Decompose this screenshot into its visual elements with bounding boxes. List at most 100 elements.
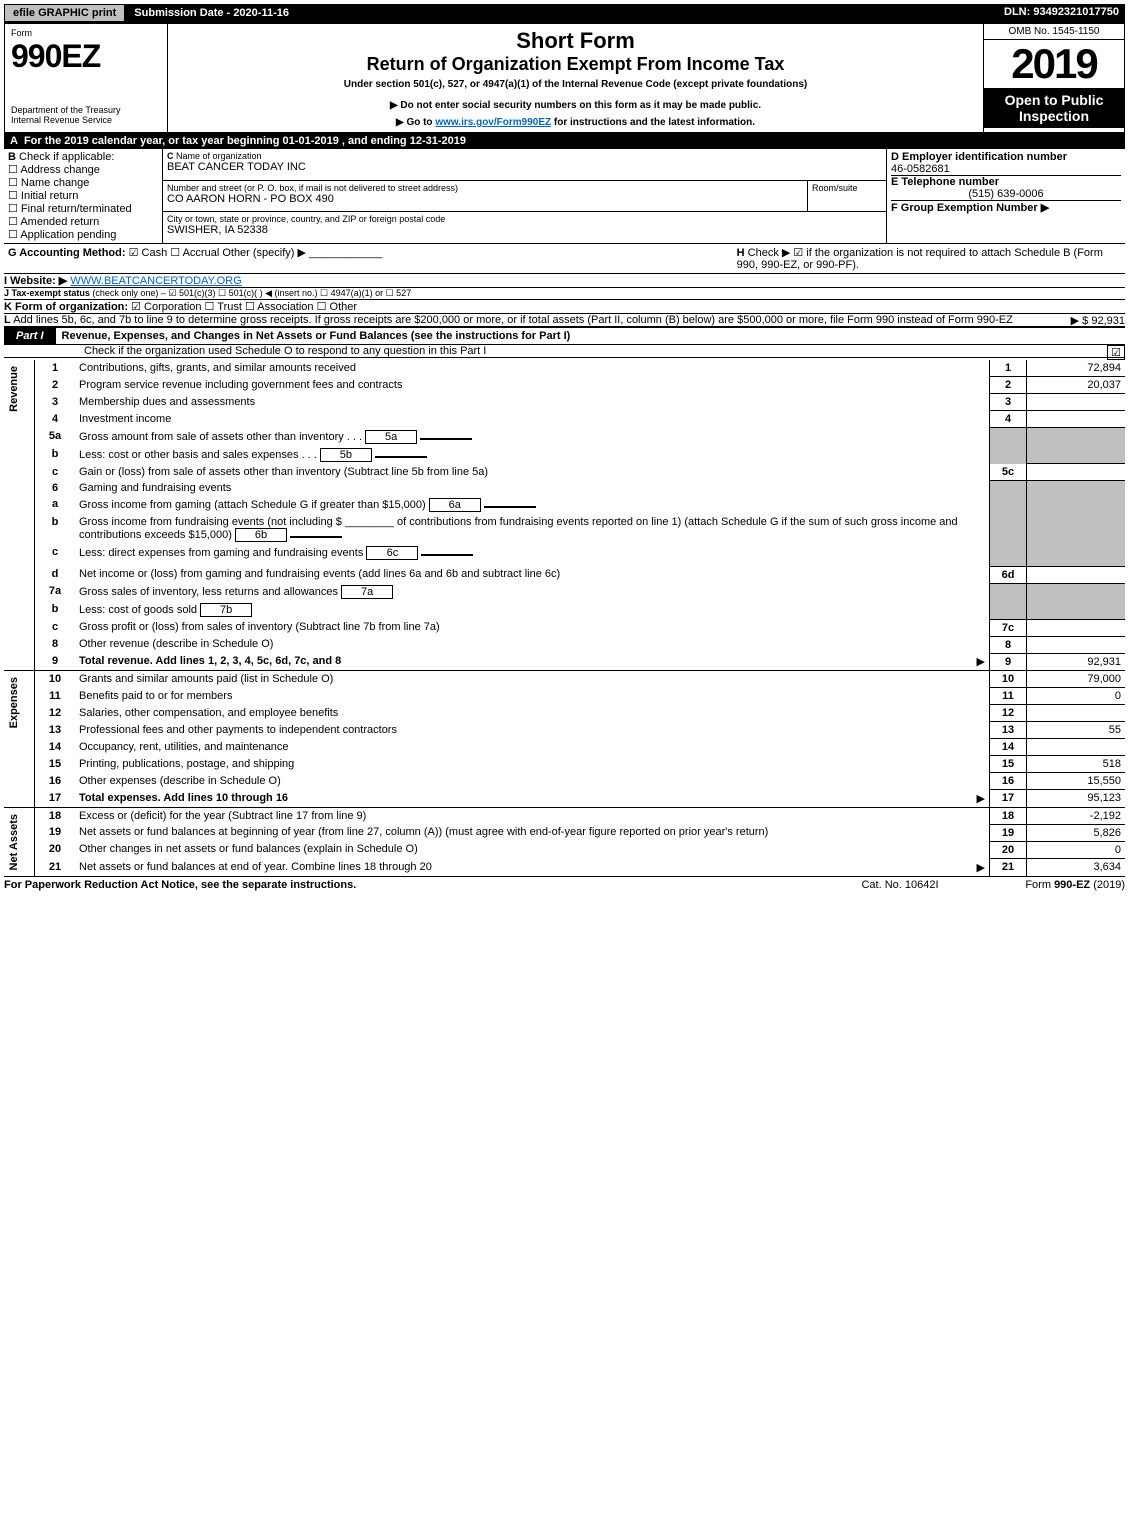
website-link[interactable]: WWW.BEATCANCERTODAY.ORG xyxy=(70,275,241,287)
l6-n: 6 xyxy=(35,480,76,496)
part1-sub: Check if the organization used Schedule … xyxy=(4,345,1125,358)
l21-n: 21 xyxy=(35,859,76,877)
l6b-t: Gross income from fundraising events (no… xyxy=(79,516,958,541)
l6c-t: Less: direct expenses from gaming and fu… xyxy=(79,547,363,559)
l17-t: Total expenses. Add lines 10 through 16 xyxy=(79,792,288,804)
l6-t: Gaming and fundraising events xyxy=(75,480,990,496)
l12-t: Salaries, other compensation, and employ… xyxy=(75,705,990,722)
revenue-side-label: Revenue xyxy=(8,362,20,416)
k-line: K Form of organization: ☑ Corporation ☐ … xyxy=(4,299,1125,314)
final-return-check[interactable]: Final return/terminated xyxy=(8,202,158,215)
dept-treasury: Department of the Treasury xyxy=(11,105,161,115)
tax-year: 2019 xyxy=(984,40,1124,88)
app-pending-check[interactable]: Application pending xyxy=(8,228,158,241)
l2-a: 20,037 xyxy=(1027,377,1126,394)
l17-n: 17 xyxy=(35,790,76,808)
l18-a: -2,192 xyxy=(1027,807,1126,824)
l8-t: Other revenue (describe in Schedule O) xyxy=(75,636,990,653)
l1-n: 1 xyxy=(35,360,76,377)
l10-nc: 10 xyxy=(990,671,1027,688)
l14-t: Occupancy, rent, utilities, and maintena… xyxy=(75,739,990,756)
expenses-side-label: Expenses xyxy=(8,673,20,732)
l13-nc: 13 xyxy=(990,722,1027,739)
l17-ptr: ▶ xyxy=(977,792,985,805)
addr-change-check[interactable]: Address change xyxy=(8,163,158,176)
l7b-lab: 7b xyxy=(200,603,252,617)
l21-a: 3,634 xyxy=(1027,859,1126,877)
l4-t: Investment income xyxy=(75,411,990,428)
part1-label: Part I xyxy=(4,328,56,344)
l5c-t: Gain or (loss) from sale of assets other… xyxy=(75,464,990,481)
city-value: SWISHER, IA 52338 xyxy=(167,224,882,236)
l5b-t: Less: cost or other basis and sales expe… xyxy=(79,449,299,461)
j-line: J Tax-exempt status (check only one) – ☑… xyxy=(4,287,1125,299)
phone-value: (515) 639-0006 xyxy=(891,188,1121,200)
l5b-n: b xyxy=(35,446,76,464)
initial-return-check[interactable]: Initial return xyxy=(8,189,158,202)
l18-nc: 18 xyxy=(990,807,1027,824)
l6d-a xyxy=(1027,566,1126,583)
l15-t: Printing, publications, postage, and shi… xyxy=(75,756,990,773)
l1-t: Contributions, gifts, grants, and simila… xyxy=(75,360,990,377)
l11-t: Benefits paid to or for members xyxy=(75,688,990,705)
cash-check[interactable]: Cash xyxy=(129,247,168,259)
efile-print-button[interactable]: efile GRAPHIC print xyxy=(4,4,125,22)
l9-nc: 9 xyxy=(990,653,1027,671)
l16-t: Other expenses (describe in Schedule O) xyxy=(75,773,990,790)
d-label: D Employer identification number xyxy=(891,151,1067,163)
l1-nc: 1 xyxy=(990,360,1027,377)
l13-n: 13 xyxy=(35,722,76,739)
room-label: Room/suite xyxy=(808,180,887,212)
irs-url-link[interactable]: www.irs.gov/Form990EZ xyxy=(435,117,551,128)
a-label: A xyxy=(10,135,18,147)
l10-t: Grants and similar amounts paid (list in… xyxy=(75,671,990,688)
b-label: B Check if applicable: xyxy=(8,151,158,163)
footer: For Paperwork Reduction Act Notice, see … xyxy=(4,877,1125,891)
l9-ptr: ▶ xyxy=(977,655,985,668)
l11-n: 11 xyxy=(35,688,76,705)
l5a-n: 5a xyxy=(35,428,76,446)
l3-a xyxy=(1027,394,1126,411)
form-header: Form 990EZ Department of the Treasury In… xyxy=(4,22,1125,133)
top-bar: efile GRAPHIC print Submission Date - 20… xyxy=(4,4,1125,22)
l8-nc: 8 xyxy=(990,636,1027,653)
l4-a xyxy=(1027,411,1126,428)
footer-pra: For Paperwork Reduction Act Notice, see … xyxy=(4,879,825,891)
l15-a: 518 xyxy=(1027,756,1126,773)
l-amount: ▶ $ 92,931 xyxy=(1071,314,1125,327)
part1-bar: Part I Revenue, Expenses, and Changes in… xyxy=(4,327,1125,345)
l2-t: Program service revenue including govern… xyxy=(75,377,990,394)
name-change-check[interactable]: Name change xyxy=(8,176,158,189)
city-label: City or town, state or province, country… xyxy=(167,214,882,224)
l6a-n: a xyxy=(35,496,76,514)
l7c-nc: 7c xyxy=(990,619,1027,636)
i-line: I Website: ▶ WWW.BEATCANCERTODAY.ORG xyxy=(4,273,1125,287)
form-word: Form xyxy=(11,28,161,38)
l19-a: 5,826 xyxy=(1027,824,1126,841)
l7b-t: Less: cost of goods sold xyxy=(79,604,197,616)
submission-date-button[interactable]: Submission Date - 2020-11-16 xyxy=(125,4,298,22)
l17-nc: 17 xyxy=(990,790,1027,808)
c-name-label: Name of organization xyxy=(176,151,262,161)
l19-n: 19 xyxy=(35,824,76,841)
l14-a xyxy=(1027,739,1126,756)
l9-t: Total revenue. Add lines 1, 2, 3, 4, 5c,… xyxy=(79,655,341,667)
goto-post: for instructions and the latest informat… xyxy=(551,117,755,128)
l12-nc: 12 xyxy=(990,705,1027,722)
l6a-t: Gross income from gaming (attach Schedul… xyxy=(79,499,426,511)
l13-a: 55 xyxy=(1027,722,1126,739)
part1-o-check[interactable]: ☑ xyxy=(1107,345,1125,360)
l5c-a xyxy=(1027,464,1126,481)
l7a-n: 7a xyxy=(35,583,76,601)
l13-t: Professional fees and other payments to … xyxy=(75,722,990,739)
goto-line: ▶ Go to www.irs.gov/Form990EZ for instru… xyxy=(172,117,979,128)
l19-nc: 19 xyxy=(990,824,1027,841)
street-value: CO AARON HORN - PO BOX 490 xyxy=(167,193,803,205)
l4-nc: 4 xyxy=(990,411,1027,428)
ein-value: 46-0582681 xyxy=(891,163,1121,175)
accrual-check[interactable]: Accrual xyxy=(170,247,219,259)
amended-return-check[interactable]: Amended return xyxy=(8,215,158,228)
l14-nc: 14 xyxy=(990,739,1027,756)
l6d-n: d xyxy=(35,566,76,583)
entity-table: B Check if applicable: Address change Na… xyxy=(4,149,1125,244)
